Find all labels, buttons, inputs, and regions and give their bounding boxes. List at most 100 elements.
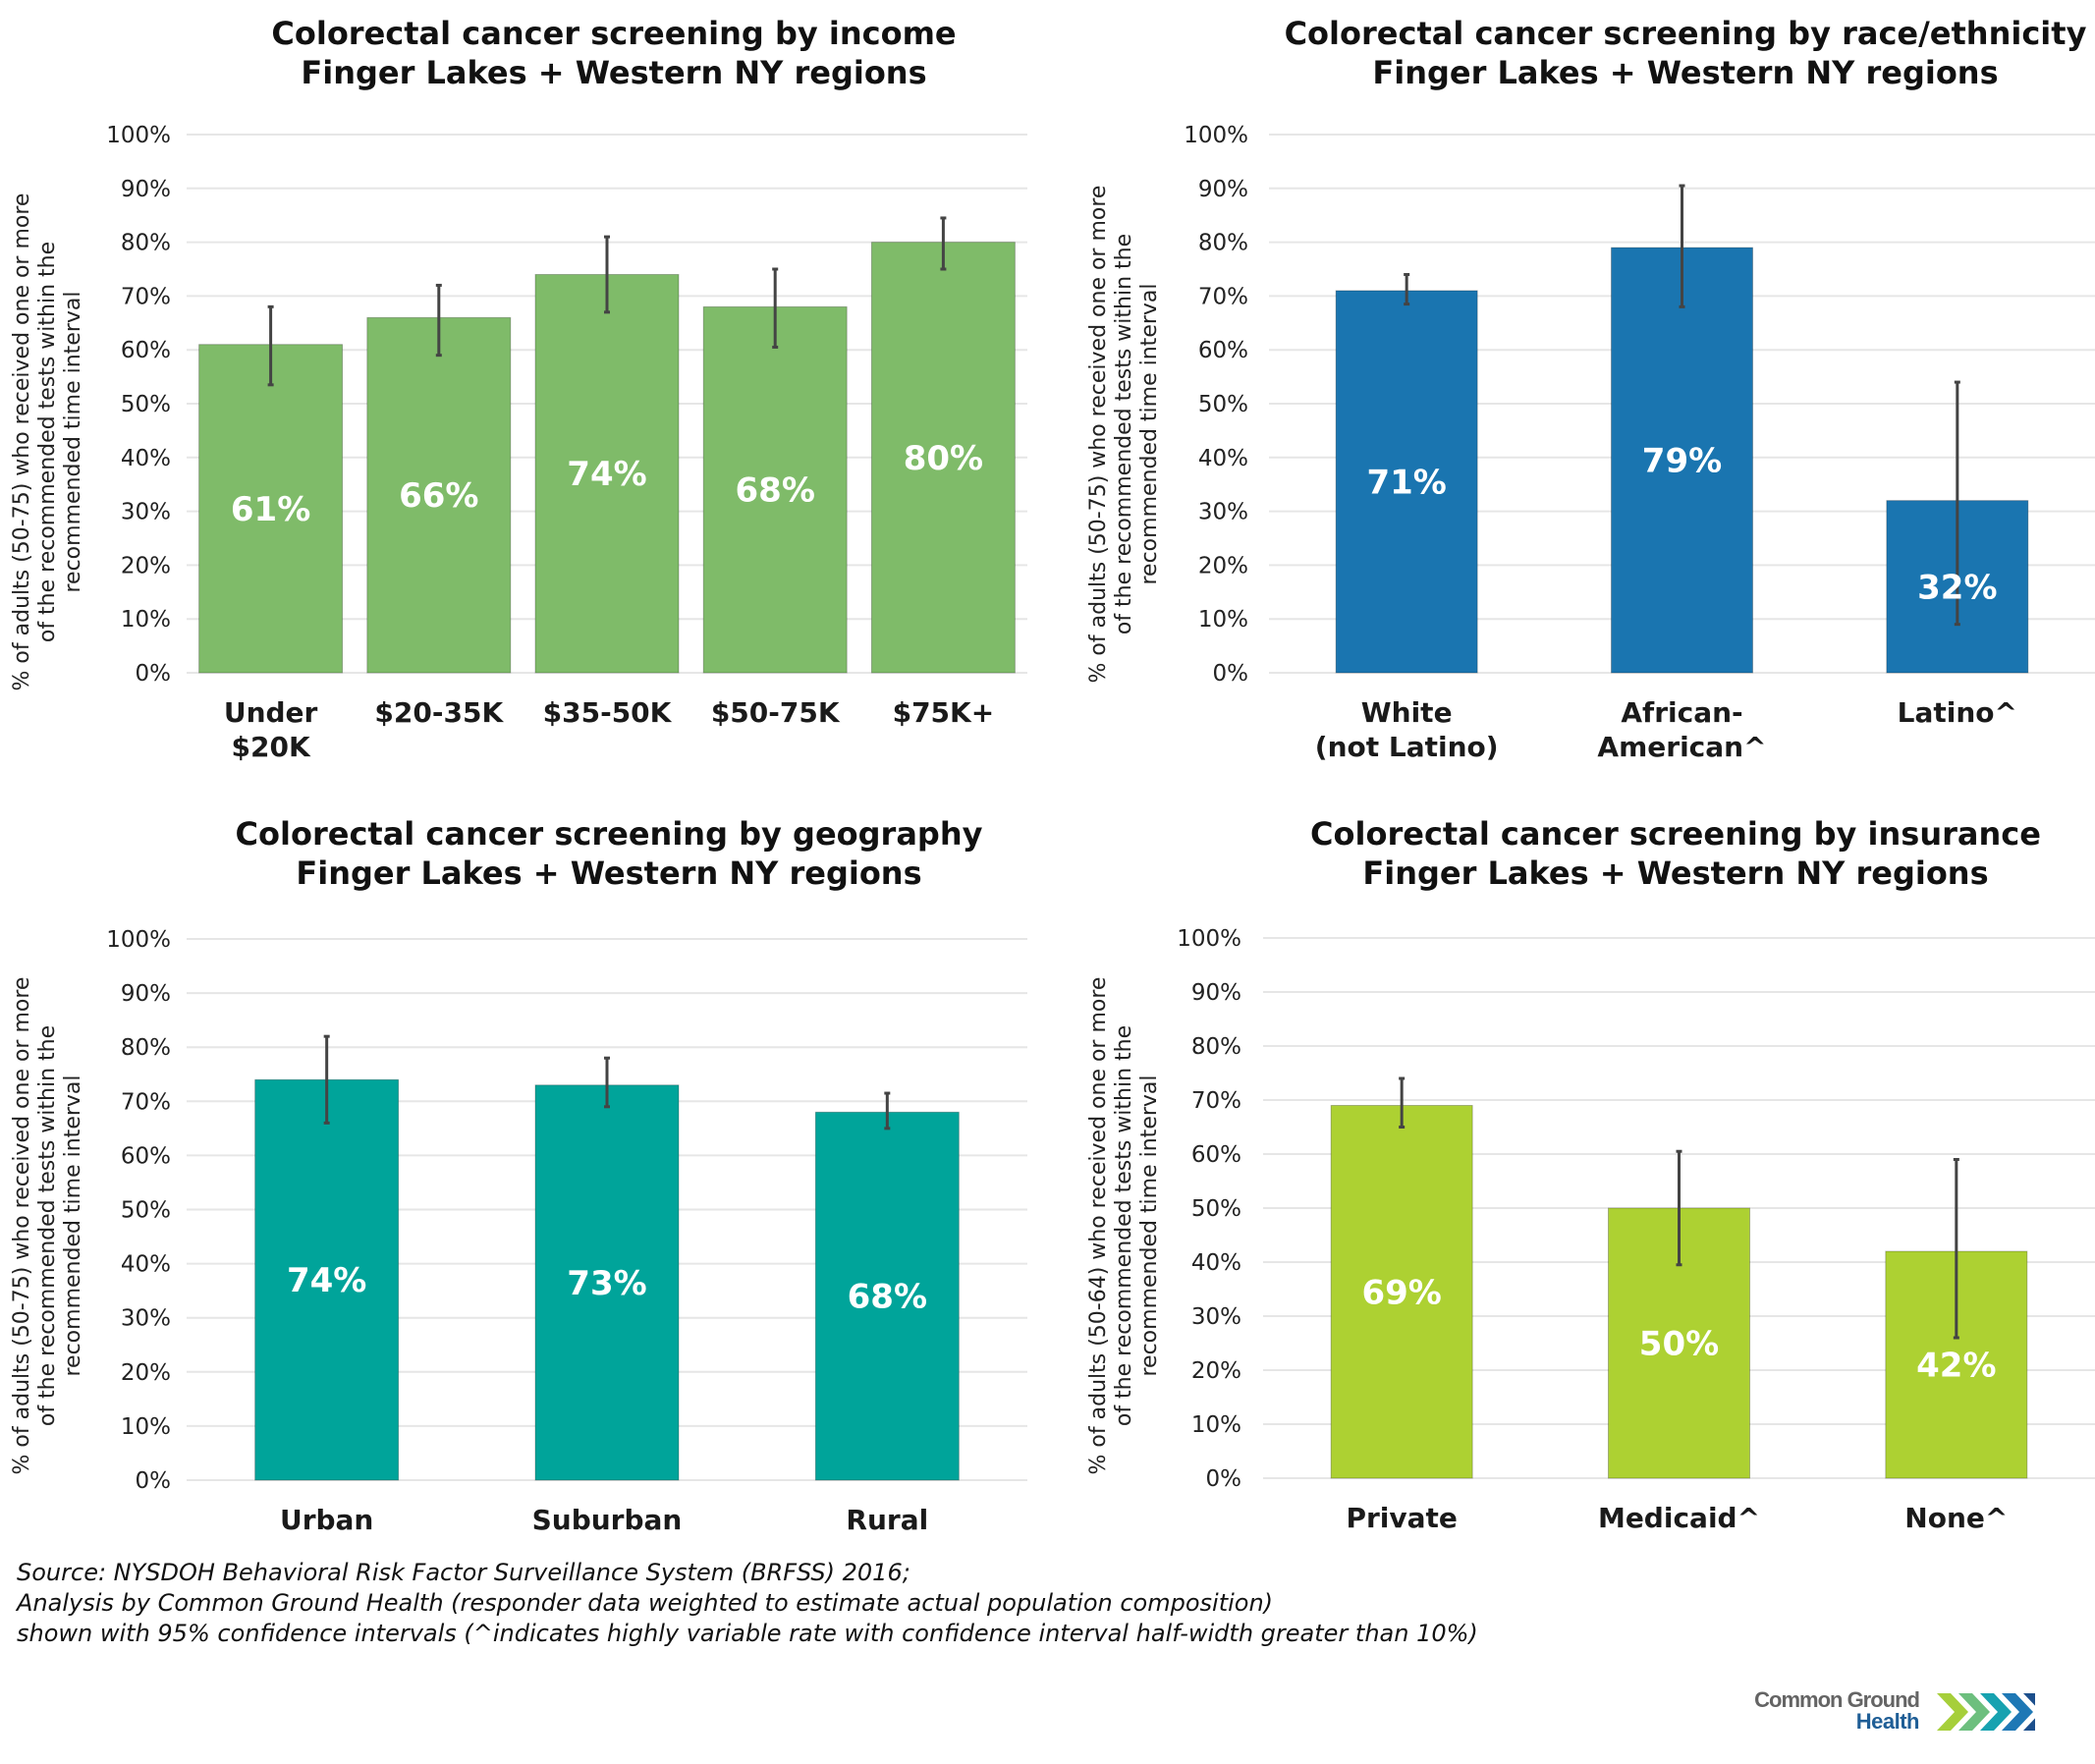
data-label: 42%	[1916, 1347, 1996, 1386]
chevrons-icon	[1937, 1693, 2035, 1731]
bar	[198, 344, 344, 674]
y-tick-label: 90%	[121, 177, 171, 202]
chevron-shape	[2002, 1693, 2033, 1731]
y-tick-label: 70%	[121, 284, 171, 309]
y-tick-label: 40%	[121, 1252, 171, 1278]
data-label: 68%	[736, 471, 815, 511]
chart-panel-insurance: Colorectal cancer screening by insurance…	[1047, 786, 2095, 1552]
y-tick-label: 60%	[121, 338, 171, 363]
x-category-label: $20K	[232, 731, 311, 763]
bar	[702, 305, 848, 674]
analysis-line: Analysis by Common Ground Health (respon…	[17, 1589, 1274, 1617]
source-footnote: Source: NYSDOH Behavioral Risk Factor Su…	[17, 1558, 1478, 1649]
chart-title-line-1: Colorectal cancer screening by geography	[235, 815, 983, 853]
x-category-label: None^	[1904, 1502, 2008, 1534]
logo-text-line-2: Health	[1855, 1709, 1920, 1734]
bar	[1330, 1105, 1473, 1479]
y-tick-label: 60%	[1198, 338, 1248, 363]
y-tick-label: 50%	[121, 1198, 171, 1224]
y-tick-label: 40%	[1198, 446, 1248, 471]
y-tick-label: 90%	[1198, 177, 1248, 202]
y-tick-label: 100%	[1177, 926, 1241, 952]
x-category-label: Suburban	[532, 1504, 683, 1536]
confidence-note-line: shown with 95% confidence intervals (^in…	[17, 1620, 1478, 1647]
y-tick-label: 80%	[1191, 1034, 1241, 1060]
chart-title-line-2: Finger Lakes + Western NY regions	[296, 854, 922, 892]
x-category-label: Under	[224, 696, 318, 729]
y-tick-label: 20%	[121, 553, 171, 579]
chart-title-line-1: Colorectal cancer screening by race/ethn…	[1284, 15, 2087, 52]
data-label: 69%	[1361, 1273, 1441, 1312]
chart-panel-income: Colorectal cancer screening by income Fi…	[0, 0, 1047, 786]
chart-panel-race: Colorectal cancer screening by race/ethn…	[1047, 0, 2095, 786]
x-category-label: $35-50K	[543, 696, 673, 729]
y-tick-label: 50%	[1191, 1196, 1241, 1222]
bar	[366, 316, 512, 674]
y-tick-label: 70%	[121, 1089, 171, 1115]
chevron-shape	[1980, 1693, 2012, 1731]
y-tick-label: 0%	[136, 661, 172, 687]
x-category-label: Private	[1346, 1502, 1457, 1534]
y-tick-label: 30%	[1191, 1304, 1241, 1330]
x-category-label: $20-35K	[374, 696, 504, 729]
x-category-label: $50-75K	[711, 696, 841, 729]
data-label: 74%	[567, 455, 646, 494]
y-tick-label: 10%	[1191, 1412, 1241, 1438]
y-tick-label: 90%	[121, 981, 171, 1007]
data-label: 71%	[1366, 463, 1446, 502]
y-tick-label: 80%	[1198, 231, 1248, 256]
chart-title: Colorectal cancer screening by race/ethn…	[1243, 14, 2095, 92]
chart-title: Colorectal cancer screening by insurance…	[1234, 814, 2095, 893]
x-category-label: $75K+	[893, 696, 995, 729]
y-tick-label: 20%	[121, 1360, 171, 1386]
data-label: 32%	[1917, 568, 1997, 607]
y-tick-label: 10%	[121, 607, 171, 633]
y-tick-label: 50%	[1198, 392, 1248, 417]
y-tick-label: 0%	[136, 1468, 172, 1494]
data-label: 73%	[567, 1264, 646, 1303]
data-label: 68%	[848, 1278, 927, 1317]
x-category-label: (not Latino)	[1315, 731, 1499, 763]
y-tick-label: 30%	[1198, 500, 1248, 525]
y-tick-label: 80%	[121, 231, 171, 256]
y-tick-label: 10%	[121, 1414, 171, 1440]
common-ground-health-logo: Common Ground Health	[1740, 1687, 2035, 1736]
bar	[254, 1078, 400, 1481]
data-label: 61%	[231, 490, 310, 529]
chart-title-line-1: Colorectal cancer screening by insurance	[1310, 815, 2041, 853]
chart-title-line-1: Colorectal cancer screening by income	[271, 15, 957, 52]
x-category-label: Urban	[280, 1504, 373, 1536]
y-tick-label: 70%	[1191, 1088, 1241, 1114]
y-tick-label: 70%	[1198, 284, 1248, 309]
bar	[870, 242, 1016, 674]
x-category-label: Rural	[846, 1504, 928, 1536]
y-tick-label: 0%	[1213, 661, 1249, 687]
chart-title-line-2: Finger Lakes + Western NY regions	[1362, 854, 1989, 892]
y-tick-label: 100%	[106, 927, 171, 953]
y-tick-label: 40%	[121, 446, 171, 471]
chevron-shape	[1958, 1693, 1990, 1731]
y-tick-label: 60%	[1191, 1142, 1241, 1168]
data-label: 66%	[399, 476, 478, 516]
data-label: 79%	[1642, 442, 1722, 481]
data-label: 74%	[287, 1261, 366, 1300]
chart-title: Colorectal cancer screening by geography…	[167, 814, 1051, 893]
bar-chart-race: 0% 10% 20% 30% 40% 50% 60% 70% 80% 90% 100% 71% Whit…	[1184, 123, 2095, 763]
source-line: Source: NYSDOH Behavioral Risk Factor Su…	[17, 1559, 910, 1586]
bar	[814, 1111, 960, 1481]
chart-title: Colorectal cancer screening by income Fi…	[177, 14, 1051, 92]
chevron-shape	[2023, 1693, 2035, 1731]
y-tick-label: 30%	[121, 1306, 171, 1332]
y-tick-label: 100%	[106, 123, 171, 148]
bar	[1611, 247, 1753, 674]
x-category-label: American^	[1597, 731, 1766, 763]
bar-chart-geography: 0% 10% 20% 30% 40% 50% 60% 70% 80% 90% 100% 74% Urba…	[106, 927, 1027, 1536]
bar-chart-insurance: 0% 10% 20% 30% 40% 50% 60% 70% 80% 90% 100% 69% Priv…	[1177, 926, 2095, 1534]
chart-title-line-2: Finger Lakes + Western NY regions	[1372, 54, 1999, 91]
x-category-label: Latino^	[1898, 696, 2017, 729]
y-tick-label: 20%	[1198, 553, 1248, 579]
y-tick-label: 60%	[121, 1143, 171, 1169]
y-tick-label: 10%	[1198, 607, 1248, 633]
x-category-label: African-	[1621, 696, 1742, 729]
data-label: 80%	[904, 439, 983, 478]
